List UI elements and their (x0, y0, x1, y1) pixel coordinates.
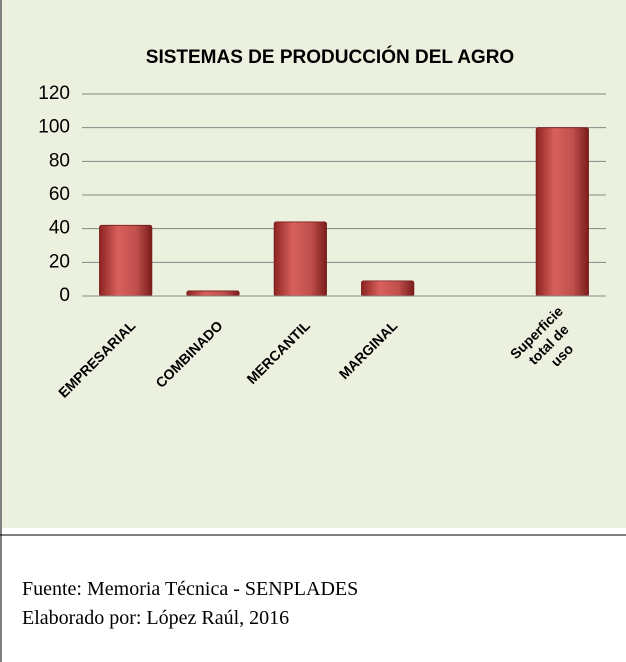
y-tick-label: 0 (59, 285, 70, 306)
y-tick-label: 60 (49, 184, 70, 205)
y-tick-label: 40 (49, 218, 70, 239)
bar (186, 290, 240, 297)
bar (273, 221, 327, 297)
chart-title: SISTEMAS DE PRODUCCIÓN DEL AGRO (146, 46, 514, 68)
y-tick-label: 80 (49, 150, 70, 171)
y-tick-label: 100 (38, 117, 70, 138)
source: Fuente: Memoria Técnica - SENPLADES (22, 578, 359, 600)
y-tick-label: 120 (38, 83, 70, 104)
y-tick-label: 20 (49, 251, 70, 272)
bar (99, 224, 153, 297)
author: Elaborado por: López Raúl, 2016 (22, 607, 290, 629)
bar (535, 127, 589, 297)
bar (361, 280, 415, 297)
